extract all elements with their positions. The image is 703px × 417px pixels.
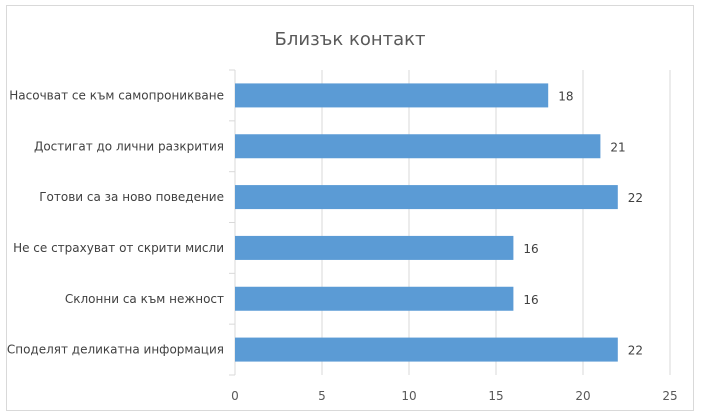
- x-tick-label: 5: [318, 389, 326, 403]
- category-label: Склонни са към нежност: [65, 292, 224, 306]
- bar: [235, 185, 618, 210]
- bar: [235, 83, 549, 108]
- category-label: Насочват се към самопроникване: [9, 88, 224, 102]
- data-label: 18: [558, 89, 573, 103]
- bar: [235, 235, 514, 260]
- x-tick-label: 0: [231, 389, 239, 403]
- data-label: 22: [628, 344, 643, 358]
- category-label: Не се страхуват от скрити мисли: [13, 241, 224, 255]
- x-tick-label: 20: [575, 389, 590, 403]
- category-label: Достигат до лични разкрития: [34, 139, 224, 153]
- data-label: 16: [523, 242, 538, 256]
- category-label: Споделят деликатна информация: [7, 343, 224, 357]
- x-tick-label: 25: [662, 389, 677, 403]
- bar: [235, 337, 618, 362]
- bar: [235, 286, 514, 311]
- chart-title: Близък контакт: [275, 29, 426, 50]
- x-tick-label: 10: [401, 389, 416, 403]
- data-label: 21: [610, 140, 625, 154]
- data-label: 22: [628, 191, 643, 205]
- chart-border: [6, 5, 694, 411]
- data-label: 16: [523, 293, 538, 307]
- x-tick-label: 15: [488, 389, 503, 403]
- category-label: Готови са за ново поведение: [39, 190, 224, 204]
- bar: [235, 134, 601, 159]
